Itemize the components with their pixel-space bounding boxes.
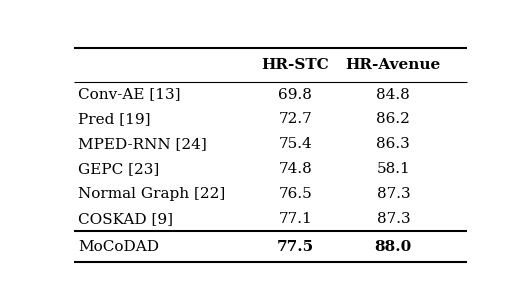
Text: MPED-RNN [24]: MPED-RNN [24] — [78, 137, 207, 151]
Text: Conv-AE [13]: Conv-AE [13] — [78, 88, 181, 102]
Text: 84.8: 84.8 — [376, 88, 410, 102]
Text: HR-Avenue: HR-Avenue — [346, 58, 441, 72]
Text: 77.1: 77.1 — [278, 212, 312, 226]
Text: COSKAD [9]: COSKAD [9] — [78, 212, 173, 226]
Text: HR-STC: HR-STC — [261, 58, 329, 72]
Text: 76.5: 76.5 — [278, 187, 312, 201]
Text: GEPC [23]: GEPC [23] — [78, 162, 159, 176]
Text: 72.7: 72.7 — [278, 112, 312, 126]
Text: 88.0: 88.0 — [375, 240, 412, 254]
Text: 75.4: 75.4 — [278, 137, 312, 151]
Text: 77.5: 77.5 — [277, 240, 314, 254]
Text: 74.8: 74.8 — [278, 162, 312, 176]
Text: 87.3: 87.3 — [376, 212, 410, 226]
Text: 86.3: 86.3 — [376, 137, 410, 151]
Text: 86.2: 86.2 — [376, 112, 410, 126]
Text: 87.3: 87.3 — [376, 187, 410, 201]
Text: 58.1: 58.1 — [376, 162, 410, 176]
Text: Pred [19]: Pred [19] — [78, 112, 151, 126]
Text: 69.8: 69.8 — [278, 88, 312, 102]
Text: Normal Graph [22]: Normal Graph [22] — [78, 187, 225, 201]
Text: MoCoDAD: MoCoDAD — [78, 240, 159, 254]
